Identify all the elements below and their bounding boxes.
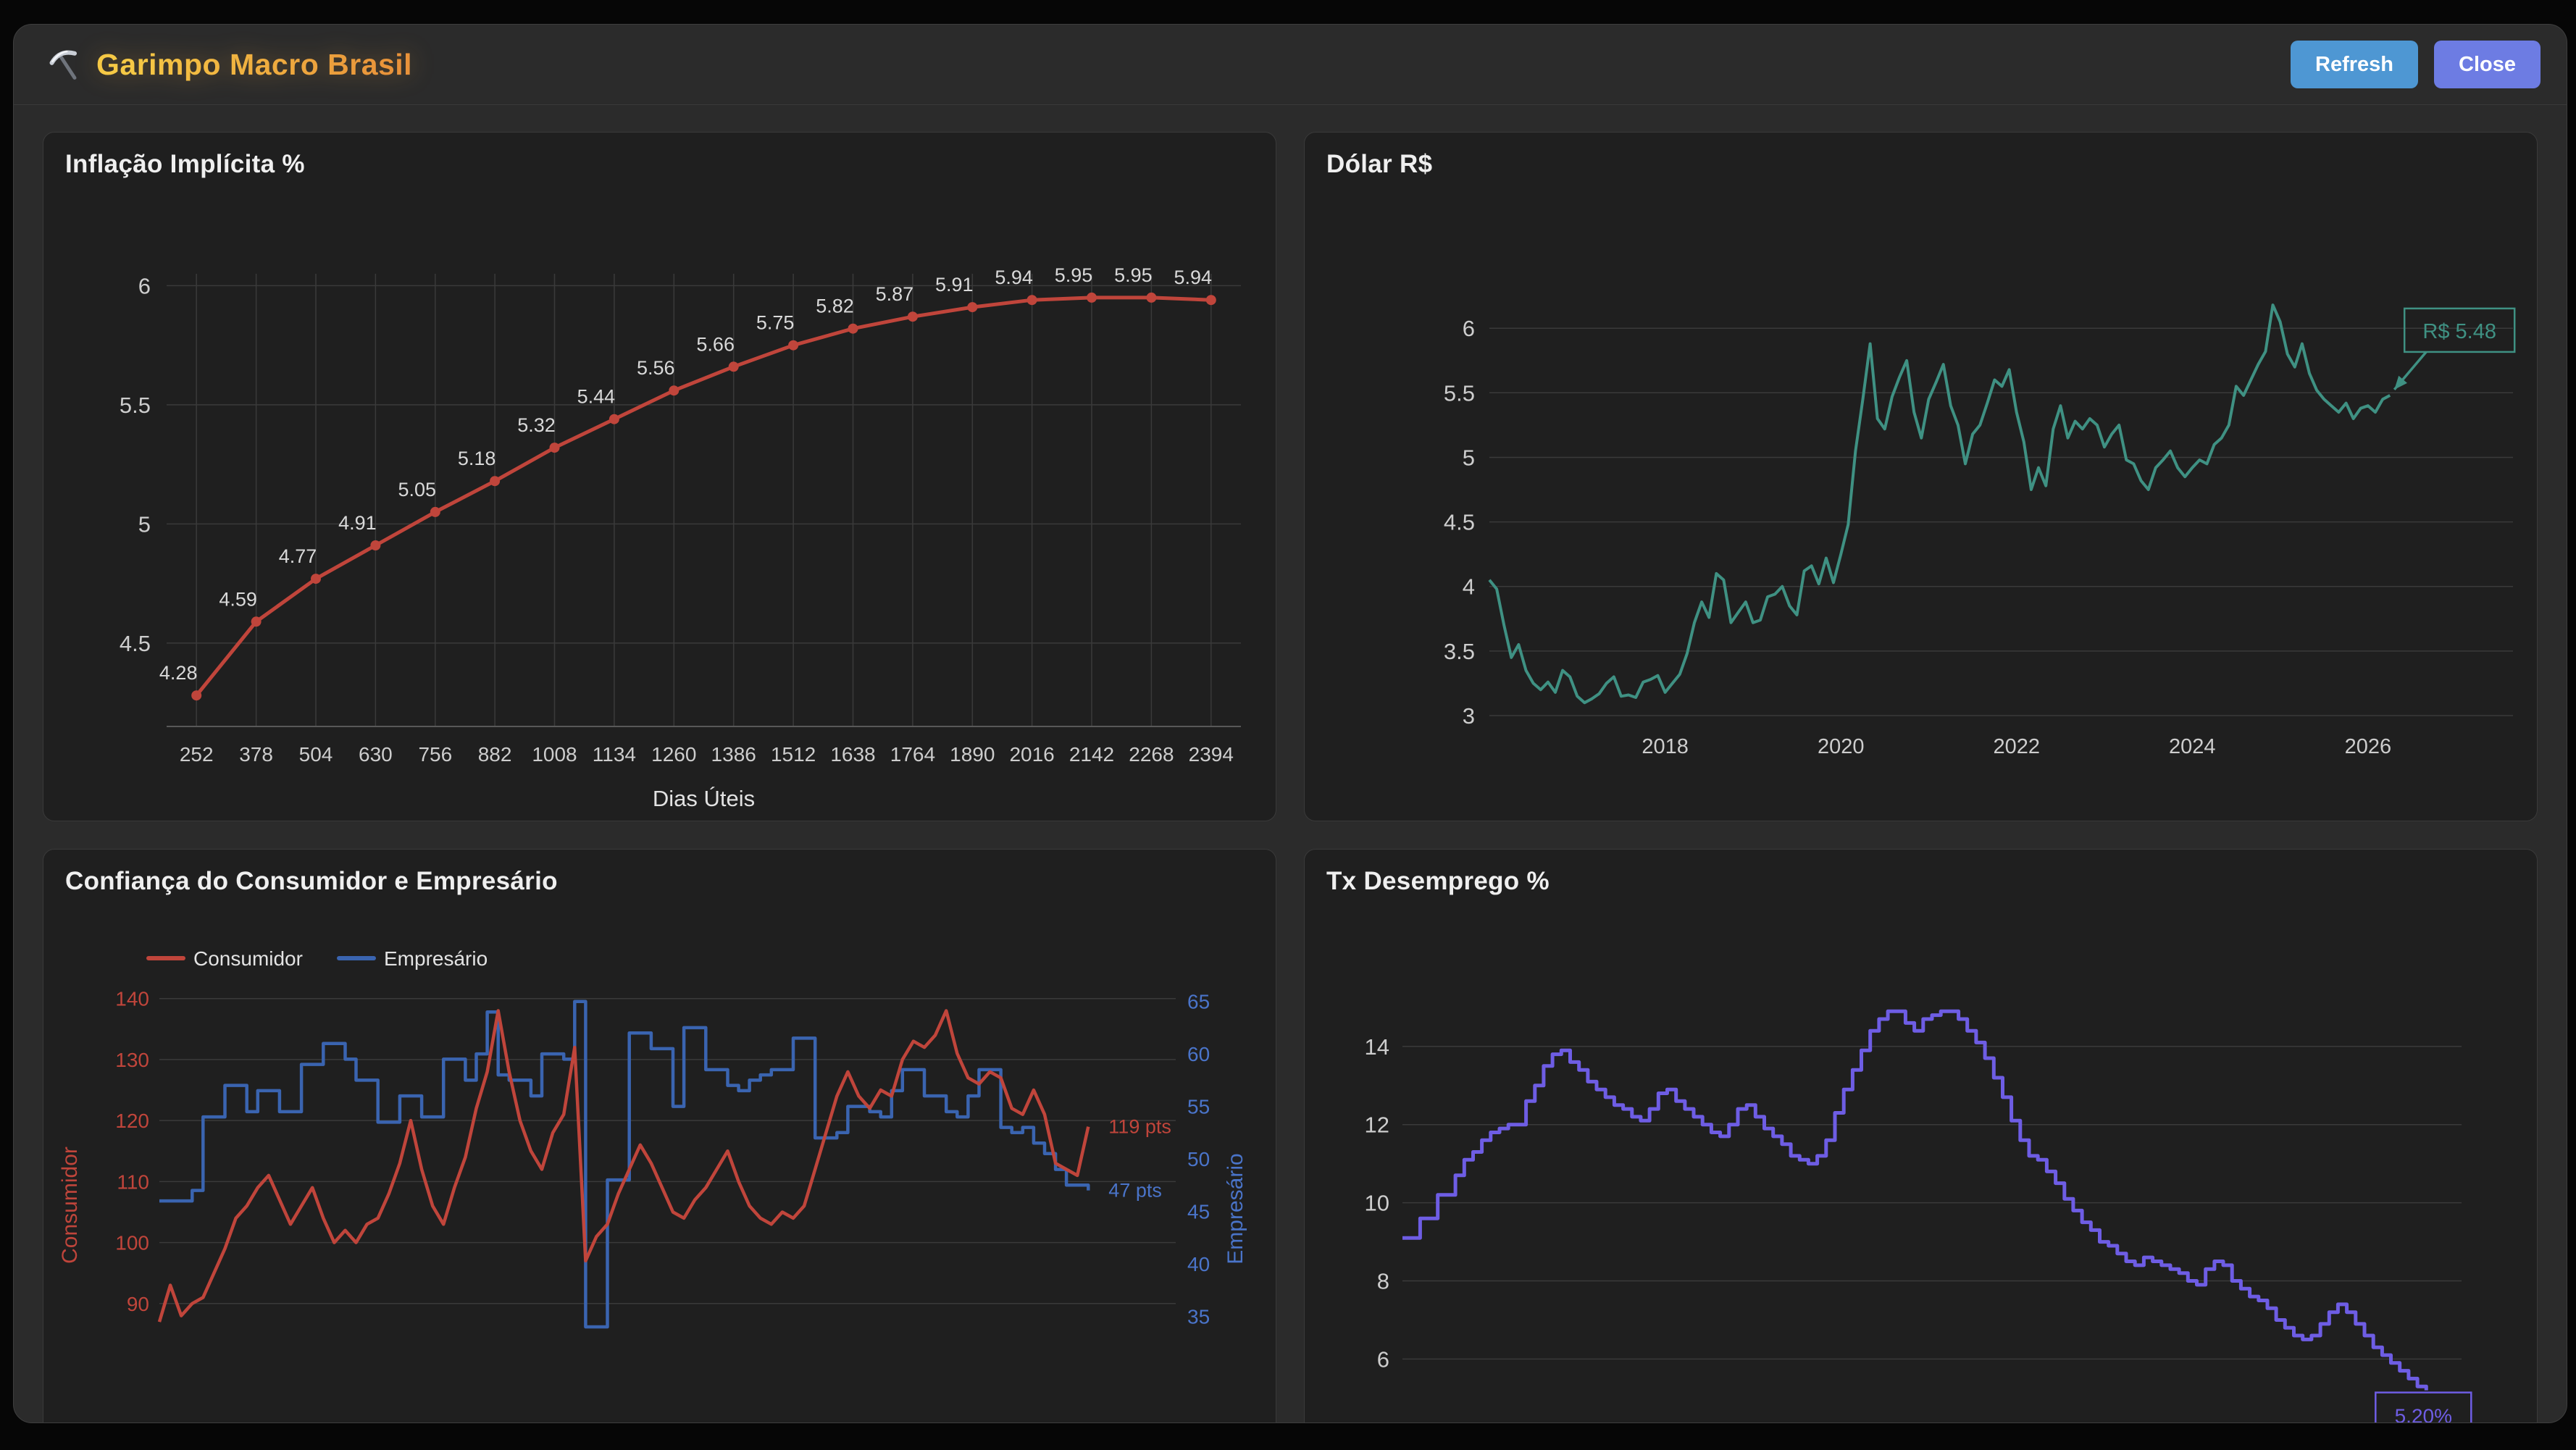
- svg-text:5.5: 5.5: [1444, 380, 1475, 406]
- svg-text:110: 110: [117, 1170, 149, 1193]
- svg-text:1008: 1008: [532, 743, 577, 766]
- svg-text:5.94: 5.94: [1174, 267, 1213, 288]
- svg-text:4.77: 4.77: [279, 545, 317, 567]
- svg-text:50: 50: [1187, 1148, 1210, 1170]
- svg-text:47 pts: 47 pts: [1108, 1180, 1162, 1202]
- svg-text:1764: 1764: [890, 743, 935, 766]
- chart-inflacao-implicita[interactable]: 4.5 5 5.5 6 4.28 4.59 4.77 4.91 5.05 5.18 5.32 5.44…: [43, 133, 1276, 821]
- svg-text:630: 630: [359, 743, 393, 766]
- chart-confianca[interactable]: 90 100 110 120 130 140 35 40 45 50 55 60 65 Consumido…: [43, 850, 1276, 1422]
- panel-inflacao-implicita: Inflação Implícita % 4.5 5 5.5 6 4.28 4.59 4.7…: [43, 132, 1276, 821]
- svg-text:882: 882: [478, 743, 512, 766]
- svg-text:2026: 2026: [2345, 735, 2392, 758]
- svg-text:R$ 5.48: R$ 5.48: [2422, 320, 2496, 343]
- svg-text:5.44: 5.44: [577, 386, 616, 408]
- svg-text:2022: 2022: [1993, 735, 2040, 758]
- svg-text:5.56: 5.56: [637, 357, 675, 379]
- svg-text:6: 6: [138, 273, 151, 298]
- svg-text:6: 6: [1463, 316, 1475, 341]
- svg-text:3.5: 3.5: [1444, 639, 1475, 664]
- app-window: Garimpo Macro Brasil Refresh Close Infla…: [13, 24, 2567, 1423]
- window-header: Garimpo Macro Brasil Refresh Close: [14, 25, 2567, 105]
- svg-text:5.87: 5.87: [876, 283, 914, 305]
- svg-text:1890: 1890: [950, 743, 995, 766]
- svg-text:1386: 1386: [711, 743, 756, 766]
- chart-title-confianca: Confiança do Consumidor e Empresário: [65, 867, 558, 895]
- svg-text:4.59: 4.59: [219, 588, 257, 610]
- svg-text:3: 3: [1463, 703, 1475, 729]
- pickaxe-icon: [49, 50, 78, 80]
- chart-dolar[interactable]: 3 3.5 4 4.5 5 5.5 6 2018 2020 2022 2024 2026 R$ 5.48: [1305, 133, 2537, 821]
- chart-title-inflacao: Inflação Implícita %: [65, 150, 305, 178]
- svg-text:40: 40: [1187, 1253, 1210, 1275]
- svg-text:65: 65: [1187, 991, 1210, 1013]
- svg-text:504: 504: [299, 743, 333, 766]
- dashboard-grid: Inflação Implícita % 4.5 5 5.5 6 4.28 4.59 4.7…: [14, 105, 2567, 1423]
- svg-text:2142: 2142: [1069, 743, 1114, 766]
- svg-text:5.82: 5.82: [816, 296, 854, 317]
- svg-text:8: 8: [1377, 1269, 1389, 1294]
- svg-text:Dias Úteis: Dias Úteis: [653, 786, 755, 811]
- chart-tx-desemprego[interactable]: 6 8 10 12 14 5.20%: [1305, 850, 2537, 1423]
- panel-desemprego: Tx Desemprego % 6 8 10 12 14 5.20%: [1304, 849, 2538, 1423]
- svg-text:6: 6: [1377, 1346, 1389, 1372]
- svg-text:60: 60: [1187, 1043, 1210, 1065]
- app-title: Garimpo Macro Brasil: [96, 47, 413, 81]
- svg-text:35: 35: [1187, 1306, 1210, 1328]
- svg-text:Consumidor: Consumidor: [58, 1147, 82, 1264]
- svg-text:2016: 2016: [1009, 743, 1054, 766]
- svg-text:5.95: 5.95: [1055, 264, 1093, 286]
- svg-text:130: 130: [115, 1049, 149, 1071]
- svg-text:2020: 2020: [1818, 735, 1865, 758]
- svg-text:4: 4: [1463, 574, 1475, 600]
- svg-text:1134: 1134: [593, 743, 636, 766]
- svg-text:378: 378: [239, 743, 273, 766]
- close-button[interactable]: Close: [2434, 41, 2541, 88]
- svg-text:Empresário: Empresário: [1224, 1153, 1247, 1264]
- svg-text:4.5: 4.5: [1444, 510, 1475, 535]
- svg-text:5.75: 5.75: [756, 312, 795, 334]
- chart-title-dolar: Dólar R$: [1326, 150, 1433, 178]
- svg-text:5.20%: 5.20%: [2395, 1405, 2452, 1423]
- svg-text:756: 756: [418, 743, 452, 766]
- svg-text:5.94: 5.94: [995, 267, 1033, 288]
- panel-confianca: Confiança do Consumidor e Empresário 90 1…: [43, 849, 1276, 1422]
- svg-text:5.91: 5.91: [935, 274, 974, 296]
- svg-text:5.95: 5.95: [1114, 264, 1153, 286]
- svg-text:90: 90: [127, 1293, 149, 1315]
- svg-text:100: 100: [115, 1232, 149, 1254]
- svg-text:45: 45: [1187, 1201, 1210, 1223]
- svg-text:5: 5: [138, 511, 151, 537]
- svg-text:4.28: 4.28: [159, 662, 198, 684]
- svg-text:2024: 2024: [2169, 735, 2216, 758]
- svg-text:4.5: 4.5: [120, 631, 151, 656]
- chart-title-desemprego: Tx Desemprego %: [1326, 867, 1550, 895]
- svg-text:Consumidor: Consumidor: [193, 947, 303, 970]
- svg-text:Empresário: Empresário: [384, 947, 488, 970]
- svg-text:140: 140: [115, 988, 149, 1010]
- svg-text:5: 5: [1463, 445, 1475, 471]
- svg-text:2268: 2268: [1129, 743, 1174, 766]
- svg-text:1260: 1260: [651, 743, 696, 766]
- svg-text:5.18: 5.18: [458, 448, 496, 469]
- svg-text:55: 55: [1187, 1096, 1210, 1118]
- svg-text:4.91: 4.91: [338, 512, 377, 534]
- panel-dolar: Dólar R$ 3 3.5 4 4.5 5 5.5 6 2018 2020 2022 2024 20…: [1304, 132, 2538, 821]
- svg-text:119 pts: 119 pts: [1108, 1116, 1171, 1138]
- svg-text:2394: 2394: [1189, 743, 1234, 766]
- svg-text:252: 252: [180, 743, 214, 766]
- svg-text:14: 14: [1365, 1034, 1389, 1060]
- svg-text:10: 10: [1365, 1191, 1389, 1216]
- svg-text:5.5: 5.5: [120, 393, 151, 418]
- svg-text:120: 120: [115, 1110, 149, 1132]
- svg-text:5.05: 5.05: [398, 479, 437, 500]
- svg-text:2018: 2018: [1642, 735, 1689, 758]
- svg-text:5.66: 5.66: [696, 333, 735, 355]
- svg-text:1638: 1638: [830, 743, 875, 766]
- svg-text:5.32: 5.32: [517, 414, 556, 436]
- svg-text:12: 12: [1365, 1112, 1389, 1138]
- refresh-button[interactable]: Refresh: [2291, 41, 2419, 88]
- svg-text:1512: 1512: [771, 743, 816, 766]
